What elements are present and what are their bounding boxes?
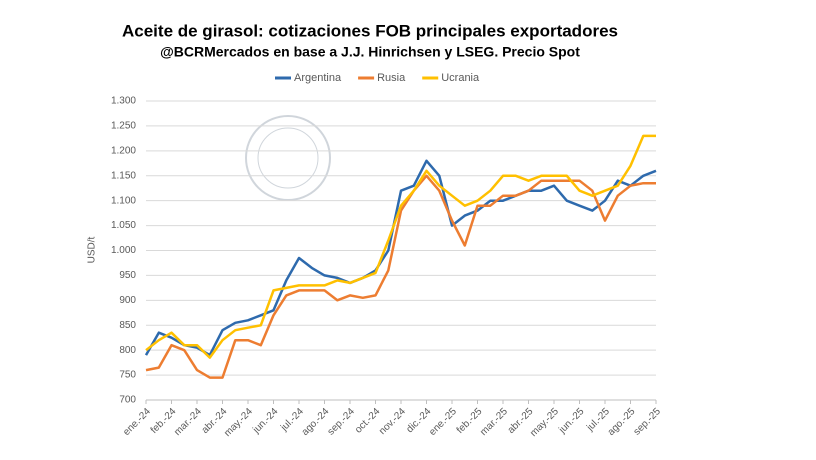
y-tick-label: 1.050 [111, 220, 136, 231]
x-tick-label: sep.-25 [632, 406, 664, 438]
y-axis-label: USD/t [87, 236, 98, 263]
chart-subtitle: @BCRMercados en base a J.J. Hinrichsen y… [160, 44, 580, 60]
y-tick-label: 1.250 [111, 121, 136, 132]
x-tick-label: mar.-24 [172, 406, 204, 438]
y-tick-label: 900 [119, 295, 136, 306]
x-tick-label: may.-25 [528, 406, 561, 439]
y-tick-label: 1.000 [111, 245, 136, 256]
y-tick-label: 800 [119, 345, 136, 356]
x-tick-label: ene.-25 [427, 406, 459, 438]
x-tick-label: ene.-24 [121, 406, 153, 438]
x-tick-label: ago.-25 [606, 406, 638, 438]
y-tick-label: 850 [119, 320, 136, 331]
x-tick-label: jun.-24 [250, 406, 280, 436]
legend-label: Rusia [377, 72, 406, 84]
y-tick-label: 750 [119, 370, 136, 381]
series-line [144, 159, 657, 357]
legend-label: Ucrania [441, 72, 480, 84]
x-tick-label: sep.-24 [326, 406, 358, 438]
y-tick-label: 1.150 [111, 170, 136, 181]
x-tick-label: may.-24 [222, 406, 255, 439]
legend-label: Argentina [294, 72, 342, 84]
y-tick-label: 1.300 [111, 96, 136, 107]
watermark [245, 115, 331, 201]
y-tick-label: 950 [119, 270, 136, 281]
y-tick-label: 1.200 [111, 145, 136, 156]
y-tick-label: 1.100 [111, 195, 136, 206]
y-tick-label: 700 [119, 395, 136, 406]
series-line [145, 134, 656, 359]
x-tick-label: jun.-25 [556, 406, 586, 436]
x-tick-label: ago.-24 [300, 406, 332, 438]
x-tick-label: mar.-25 [478, 406, 510, 438]
x-tick-label: nov.-24 [377, 406, 408, 437]
chart-title: Aceite de girasol: cotizaciones FOB prin… [122, 21, 618, 40]
